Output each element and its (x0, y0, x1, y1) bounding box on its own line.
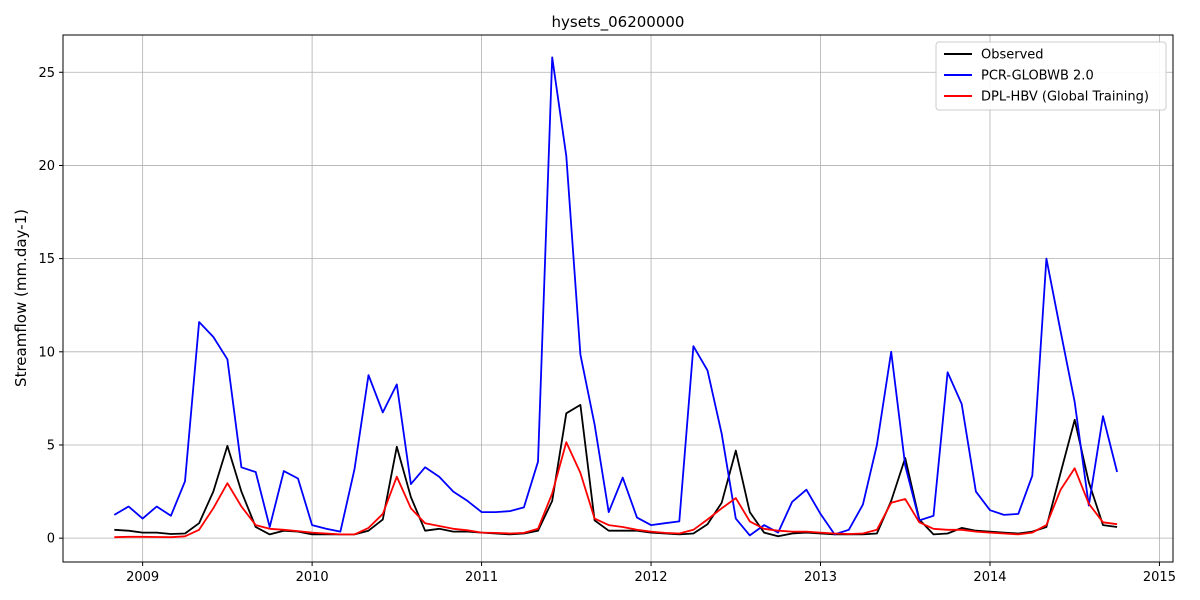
series-line-observed (114, 403, 1118, 538)
y-tick-label: 20 (38, 159, 55, 174)
y-tick-label: 25 (38, 66, 55, 81)
plot-frame (62, 34, 1174, 563)
y-tick-label: 15 (38, 252, 55, 267)
x-tick-label: 2012 (634, 570, 667, 585)
y-tick-label: 5 (47, 438, 55, 453)
y-axis-ticks: 0 5 10 15 20 25 (38, 66, 63, 547)
grid (63, 35, 1173, 562)
series-line-pcr-globwb-2-0 (113, 56, 1118, 537)
y-axis-label: Streamflow (mm.day-1) (12, 209, 30, 387)
x-tick-label: 2014 (973, 570, 1006, 585)
series-line-dpl-hbv-global-training (114, 441, 1118, 539)
legend-label: Observed (981, 48, 1044, 63)
legend-label: DPL-HBV (Global Training) (981, 90, 1149, 105)
legend: Observed PCR-GLOBWB 2.0 DPL-HBV (Global Tr… (935, 41, 1167, 111)
x-tick-label: 2009 (126, 570, 159, 585)
series-lines (113, 56, 1118, 539)
y-tick-label: 0 (47, 532, 55, 547)
x-tick-label: 2010 (296, 570, 329, 585)
x-tick-label: 2013 (804, 570, 837, 585)
y-tick-label: 10 (38, 345, 55, 360)
x-tick-label: 2015 (1143, 570, 1176, 585)
chart-title: hysets_06200000 (552, 13, 685, 32)
legend-label: PCR-GLOBWB 2.0 (981, 69, 1094, 84)
x-axis-ticks: 2009 2010 2011 2012 2013 2014 2015 (126, 562, 1176, 585)
x-tick-label: 2011 (465, 570, 498, 585)
legend-box (935, 41, 1167, 111)
